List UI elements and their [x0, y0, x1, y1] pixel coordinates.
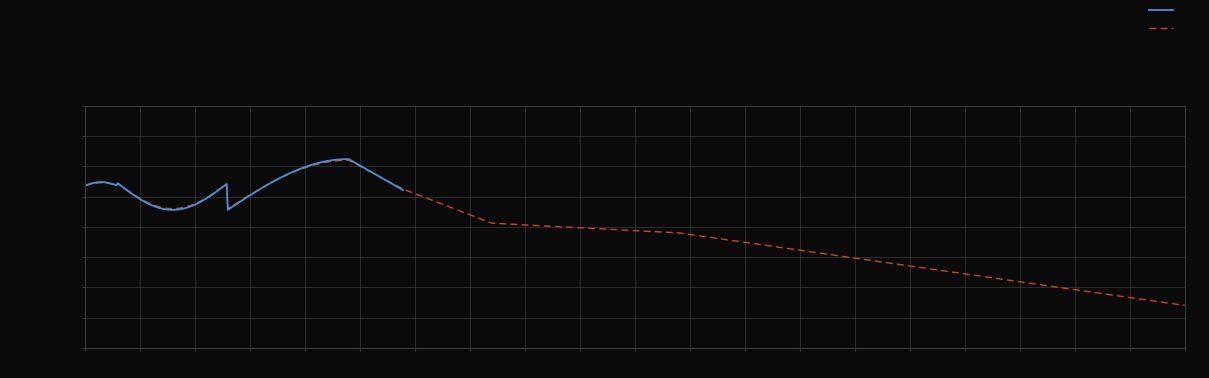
Legend: , : , — [1145, 2, 1180, 37]
